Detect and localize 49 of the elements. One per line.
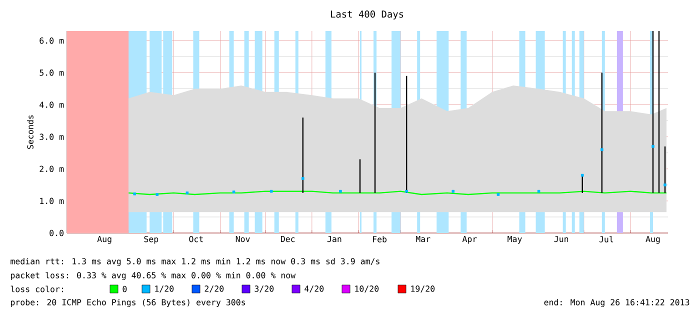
- point: [600, 148, 604, 152]
- x-tick-label: Apr: [462, 236, 477, 244]
- point: [156, 193, 159, 196]
- point: [537, 190, 540, 193]
- x-tick-label: Aug: [97, 236, 112, 244]
- point: [186, 192, 189, 194]
- x-tick-label: Jun: [554, 236, 568, 242]
- y-tick-label: 1.0 m: [40, 198, 64, 204]
- legend-label: 19/20: [411, 286, 435, 292]
- y-tick-label: 3.0 m: [40, 134, 64, 140]
- point: [339, 190, 342, 193]
- x-tick-label: Jan: [327, 236, 342, 242]
- legend-label: 3/20: [254, 286, 274, 292]
- point: [405, 190, 408, 193]
- legend-label: 2/20: [204, 286, 224, 292]
- legend-label: 10/20: [355, 286, 379, 292]
- x-tick-label: May: [508, 236, 522, 244]
- x-tick-label: Oct: [189, 236, 203, 242]
- point: [652, 145, 654, 148]
- point: [452, 190, 455, 193]
- legend-title: loss color:: [10, 286, 63, 292]
- point: [232, 190, 236, 194]
- x-tick-label: Sep: [144, 236, 158, 244]
- chart-title: Last 400 Days: [330, 10, 404, 20]
- legend-label: 1/20: [155, 286, 174, 292]
- point: [580, 174, 584, 177]
- legend-label: 4/20: [304, 286, 324, 292]
- point: [270, 190, 273, 193]
- x-tick-label: Nov: [236, 236, 250, 242]
- x-tick-label: Dec: [280, 236, 295, 242]
- y-tick-label: 0.0: [50, 230, 64, 236]
- y-tick-label: 5.0 m: [40, 70, 64, 76]
- y-tick-label: 6.0 m: [40, 37, 64, 44]
- point: [664, 184, 666, 186]
- y-tick-label: 4.0 m: [40, 102, 64, 108]
- legend-label: 0: [122, 286, 127, 292]
- x-tick-label: Aug: [646, 236, 660, 244]
- y-axis-title: Seconds: [27, 115, 34, 149]
- point: [496, 193, 500, 196]
- point: [302, 177, 304, 180]
- point: [133, 192, 136, 196]
- x-tick-label: Mar: [416, 236, 430, 242]
- text: median rtt: 1.3 ms avg 5.0 ms max 1.2 ms min 1.2 ms now 0.3 ms sd 3.9 am/s: [10, 258, 380, 266]
- x-tick-label: Jul: [599, 236, 614, 242]
- text: probe: 20 ICMP Echo Pings (56 Bytes) every 300s: [10, 298, 246, 308]
- x-tick-label: Feb: [373, 236, 386, 242]
- text: end: Mon Aug 26 16:41:22 2013: [544, 298, 690, 308]
- y-tick-label: 2.0 m: [40, 166, 64, 172]
- text: packet loss: 0.33 % avg 40.65 % max 0.00 % min 0.00 % now: [10, 272, 296, 280]
